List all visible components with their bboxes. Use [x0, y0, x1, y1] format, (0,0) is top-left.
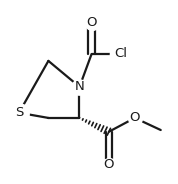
Text: O: O — [86, 16, 97, 29]
Text: N: N — [75, 80, 84, 93]
Text: O: O — [130, 112, 140, 124]
Text: S: S — [15, 106, 23, 119]
Text: O: O — [104, 158, 114, 171]
Text: Cl: Cl — [114, 47, 127, 61]
